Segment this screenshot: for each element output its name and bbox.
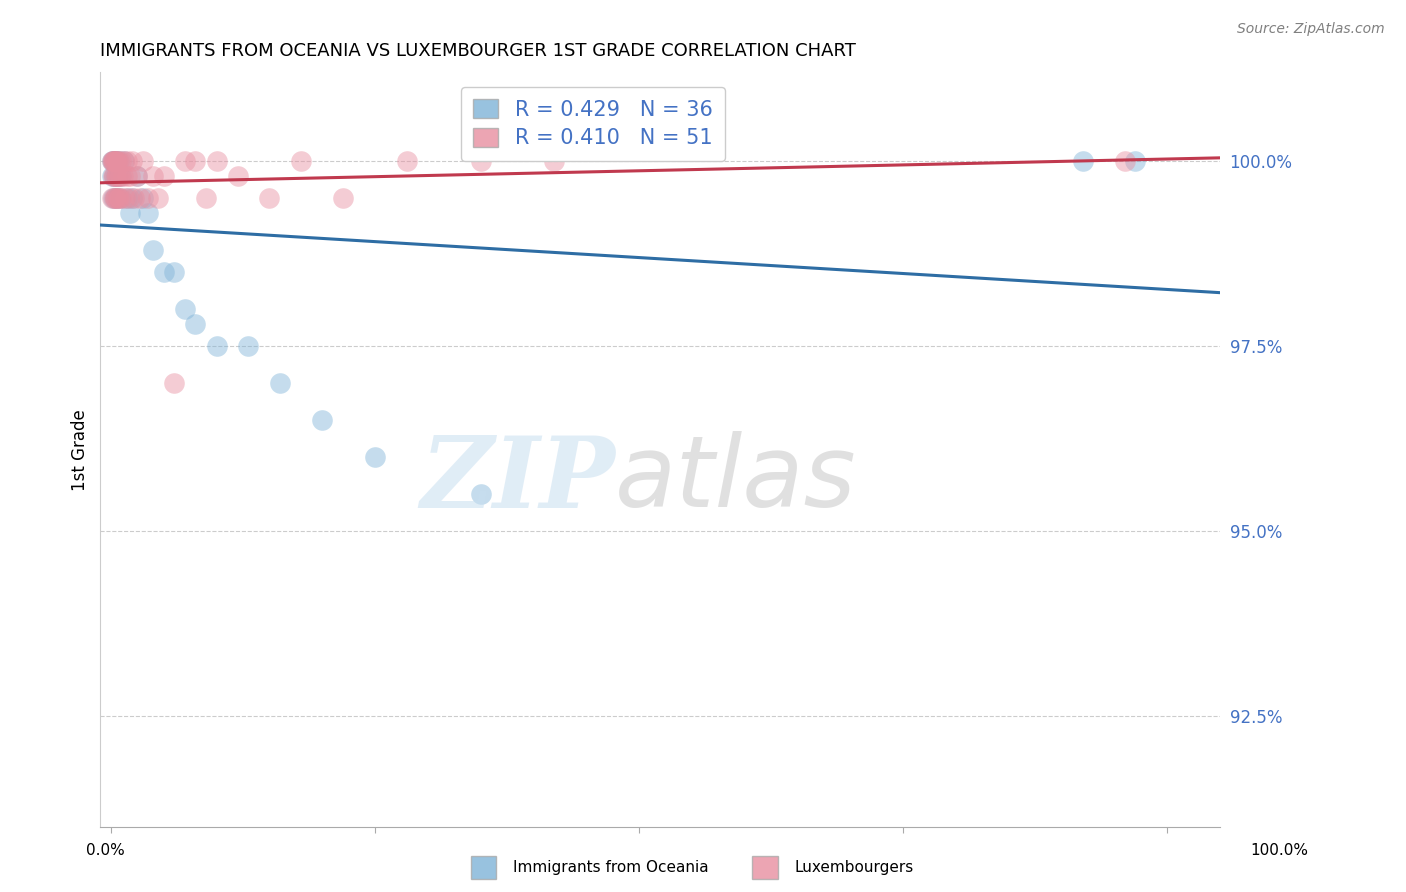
Y-axis label: 1st Grade: 1st Grade (72, 409, 89, 491)
Point (205, 339, 228, 353)
Point (103, 191, 125, 205)
Text: 100.0%: 100.0% (1250, 843, 1309, 858)
Point (107, 191, 129, 205)
Point (152, 265, 174, 279)
Point (470, 154, 492, 169)
Point (543, 154, 565, 169)
Point (105, 191, 128, 205)
Point (103, 169, 125, 183)
Point (101, 169, 124, 183)
Point (101, 154, 124, 169)
Point (226, 169, 249, 183)
Point (110, 169, 132, 183)
Point (118, 206, 141, 220)
Point (105, 154, 128, 169)
Point (163, 265, 186, 279)
Text: Immigrants from Oceania: Immigrants from Oceania (513, 860, 709, 874)
Text: Source: ZipAtlas.com: Source: ZipAtlas.com (1237, 22, 1385, 37)
Point (114, 191, 136, 205)
Point (112, 154, 135, 169)
Point (107, 169, 129, 183)
Point (148, 191, 170, 205)
Legend: R = 0.429   N = 36, R = 0.410   N = 51: R = 0.429 N = 36, R = 0.410 N = 51 (461, 87, 725, 161)
Point (184, 154, 207, 169)
Point (110, 191, 132, 205)
Text: Luxembourgers: Luxembourgers (794, 860, 914, 874)
Point (105, 191, 128, 205)
Point (205, 154, 228, 169)
Point (332, 191, 354, 205)
Point (142, 169, 165, 183)
Point (104, 191, 127, 205)
Point (105, 169, 128, 183)
Point (470, 487, 492, 501)
Point (105, 169, 128, 183)
Point (101, 154, 124, 169)
Point (1114, 154, 1136, 169)
Point (105, 154, 128, 169)
Point (101, 154, 124, 169)
Text: IMMIGRANTS FROM OCEANIA VS LUXEMBOURGER 1ST GRADE CORRELATION CHART: IMMIGRANTS FROM OCEANIA VS LUXEMBOURGER … (100, 42, 856, 60)
Point (194, 191, 217, 205)
Point (101, 154, 124, 169)
Point (112, 154, 135, 169)
Point (108, 169, 131, 183)
Point (290, 154, 312, 169)
Point (115, 169, 138, 183)
Text: atlas: atlas (616, 432, 856, 528)
Point (115, 191, 138, 205)
Point (238, 339, 260, 353)
Point (311, 413, 333, 427)
Point (101, 169, 124, 183)
Point (127, 169, 149, 183)
Point (259, 191, 281, 205)
Point (104, 191, 127, 205)
Point (103, 169, 125, 183)
Point (108, 154, 131, 169)
Point (127, 169, 149, 183)
Point (121, 191, 143, 205)
Point (129, 191, 152, 205)
Point (111, 169, 134, 183)
Point (110, 154, 132, 169)
Point (103, 154, 125, 169)
Point (173, 302, 195, 317)
Point (131, 191, 153, 205)
Point (269, 376, 291, 390)
Text: 0.0%: 0.0% (86, 843, 125, 858)
Point (101, 191, 124, 205)
Point (104, 154, 127, 169)
Point (101, 191, 124, 205)
Point (110, 191, 132, 205)
Point (101, 154, 124, 169)
Point (115, 154, 138, 169)
Point (121, 154, 143, 169)
Point (173, 154, 195, 169)
Point (110, 169, 132, 183)
Point (163, 376, 186, 390)
Point (103, 154, 125, 169)
Point (105, 154, 128, 169)
Text: ZIP: ZIP (420, 432, 616, 528)
Point (364, 450, 387, 464)
Point (107, 154, 129, 169)
Point (108, 191, 131, 205)
Point (122, 191, 145, 205)
Point (184, 317, 207, 331)
Point (142, 243, 165, 257)
Point (118, 191, 141, 205)
Point (1125, 154, 1147, 169)
Point (105, 154, 128, 169)
Point (152, 169, 174, 183)
Point (395, 154, 418, 169)
Point (118, 169, 141, 183)
Point (1071, 154, 1094, 169)
Point (136, 191, 159, 205)
Point (136, 206, 159, 220)
Point (104, 154, 127, 169)
Point (131, 154, 153, 169)
Point (105, 169, 128, 183)
